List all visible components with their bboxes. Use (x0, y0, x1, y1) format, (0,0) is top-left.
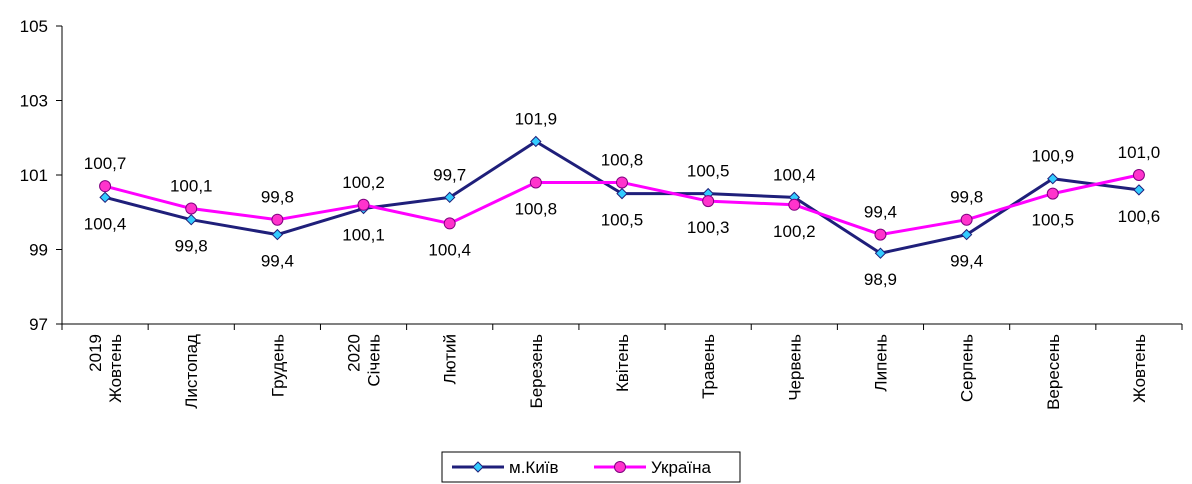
series-markers (99, 135, 1145, 259)
x-tick-label: Жовтень (106, 334, 125, 403)
data-label-upper: 100,2 (342, 173, 385, 192)
x-tick-label: Квітень (613, 334, 632, 392)
data-label-upper: 99,8 (950, 188, 983, 207)
marker-circle (443, 217, 456, 230)
data-label-lower: 100,6 (1118, 207, 1161, 226)
data-label-lower: 99,4 (261, 252, 294, 271)
marker-diamond (271, 228, 284, 241)
x-tick-label: 2020 (345, 334, 364, 372)
x-tick-label: Вересень (1044, 334, 1063, 410)
x-tick-label: Листопад (182, 334, 201, 409)
data-label-lower: 100,8 (515, 199, 558, 218)
data-label-upper: 99,4 (864, 203, 897, 222)
chart-axes (61, 26, 1182, 325)
marker-diamond (1047, 173, 1059, 185)
x-tick-label: Жовтень (1130, 334, 1149, 403)
marker-circle (788, 198, 801, 211)
marker-circle (874, 228, 887, 241)
data-label-upper: 100,9 (1031, 147, 1074, 166)
marker-circle (616, 176, 628, 189)
x-tick-label: Грудень (268, 334, 287, 397)
data-label-upper: 99,7 (433, 165, 466, 184)
legend-marker-circle (614, 461, 626, 473)
x-tick-label: 2019 (86, 334, 105, 372)
y-axis-ticks: 97 99 101 103 105 (20, 17, 62, 334)
x-tick-label: Березень (527, 334, 546, 409)
data-label-upper: 101,0 (1118, 143, 1161, 162)
legend-label: м.Київ (509, 458, 559, 477)
data-label-upper: 100,7 (84, 154, 127, 173)
marker-circle (1046, 187, 1059, 200)
data-labels: 100,7 100,4 100,1 99,8 99,8 99,4 100,2 100,1 99,… (84, 109, 1160, 289)
data-label-lower: 100,3 (687, 218, 730, 237)
data-label-lower: 100,1 (342, 226, 385, 245)
legend: м.Київ Україна (441, 451, 741, 483)
legend-label: Україна (651, 458, 711, 477)
data-label-upper: 100,1 (170, 177, 213, 196)
data-label-lower: 100,5 (1031, 211, 1074, 230)
marker-diamond (99, 191, 111, 204)
marker-diamond (616, 187, 628, 200)
data-label-lower: 99,8 (175, 237, 208, 256)
marker-circle (99, 180, 112, 193)
y-tick-label: 99 (29, 241, 48, 260)
marker-circle (271, 213, 284, 226)
y-tick-label: 105 (20, 17, 48, 36)
y-tick-label: 101 (20, 166, 48, 185)
data-label-lower: 98,9 (864, 270, 897, 289)
x-tick-label: Липень (871, 334, 890, 392)
x-tick-label: Січень (365, 334, 384, 387)
marker-diamond (185, 213, 197, 226)
data-label-upper: 100,8 (601, 150, 644, 169)
data-label-lower: 100,5 (601, 211, 644, 230)
data-label-lower: 100,4 (84, 214, 127, 233)
x-tick-label: Травень (699, 334, 718, 399)
data-label-upper: 100,5 (687, 162, 730, 181)
marker-diamond (443, 191, 456, 204)
x-tick-label: Червень (785, 334, 804, 401)
marker-diamond (1133, 184, 1145, 196)
x-axis-ticks: 2019 Жовтень Листопад Грудень 2020 Січень Люти… (61, 324, 1183, 410)
marker-circle (529, 176, 542, 189)
marker-circle (185, 202, 198, 215)
marker-diamond (530, 135, 542, 148)
data-label-lower: 100,4 (428, 240, 471, 259)
data-label-lower: 99,4 (950, 252, 983, 271)
y-tick-label: 103 (20, 92, 48, 111)
data-label-upper: 100,4 (773, 165, 816, 184)
x-tick-label: Лютий (441, 334, 460, 384)
marker-circle (1132, 169, 1145, 181)
marker-circle (702, 195, 715, 208)
marker-diamond (960, 228, 973, 241)
marker-diamond (874, 247, 887, 259)
x-tick-label: Серпень (958, 334, 977, 402)
data-label-upper: 99,8 (261, 188, 294, 207)
marker-circle (960, 213, 973, 226)
data-label-lower: 100,2 (773, 222, 816, 241)
marker-circle (357, 198, 370, 211)
legend-marker-diamond (472, 461, 484, 473)
y-tick-label: 97 (29, 315, 48, 334)
data-label-upper: 101,9 (515, 109, 558, 128)
